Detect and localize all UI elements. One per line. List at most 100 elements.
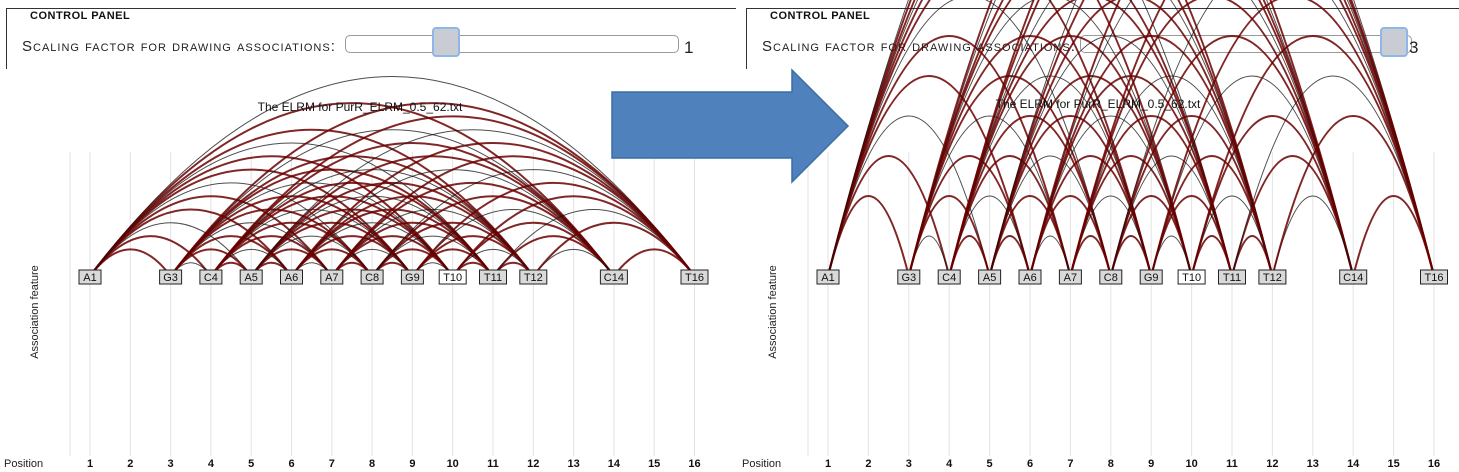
feature-box (438, 269, 467, 285)
x-tick-label: 12 (527, 458, 539, 470)
x-tick-label: 14 (608, 458, 621, 470)
after-panel: CONTROL PANEL Scaling factor for drawing… (740, 0, 1459, 472)
x-tick-label: 15 (1387, 458, 1399, 470)
feature-box (199, 269, 223, 285)
feature-label: C8 (365, 272, 379, 284)
x-tick-label: 4 (946, 458, 953, 470)
feature-box (816, 269, 840, 285)
feature-box (897, 269, 921, 285)
association-arc (1069, 0, 1435, 277)
x-tick-label: 5 (248, 458, 254, 470)
association-arc (250, 155, 615, 277)
feature-box (1177, 269, 1206, 285)
feature-box (937, 269, 961, 285)
feature-label: T12 (524, 272, 543, 284)
scaling-factor-label: Scaling factor for drawing associations: (762, 38, 1076, 55)
association-arc (907, 155, 1031, 277)
feature-label: C8 (1104, 272, 1118, 284)
association-arc (1069, 115, 1233, 277)
association-arc (1190, 115, 1355, 277)
feature-label: A5 (244, 272, 257, 284)
feature-box (400, 269, 424, 285)
feature-label: T12 (1263, 272, 1282, 284)
association-arc (948, 0, 1355, 277)
association-arc (827, 155, 951, 277)
feature-box (78, 269, 102, 285)
x-tick-label: 1 (87, 458, 93, 470)
control-panel-legend: CONTROL PANEL (27, 10, 134, 22)
x-tick-label: 16 (1428, 458, 1440, 470)
association-arc (827, 0, 1274, 277)
feature-box (1420, 269, 1448, 285)
feature-box (1058, 269, 1082, 285)
scaling-factor-slider-handle[interactable] (432, 27, 460, 57)
feature-box (239, 269, 263, 285)
x-tick-label: 1 (825, 458, 831, 470)
feature-box (1218, 269, 1246, 285)
association-arc (371, 195, 615, 277)
feature-box (280, 269, 303, 285)
feature-label: T10 (443, 272, 462, 284)
feature-label: A6 (285, 272, 298, 284)
feature-label: T16 (685, 272, 704, 284)
y-axis-label: Association feature (29, 265, 41, 359)
feature-label: C14 (604, 272, 624, 284)
association-arc (451, 195, 696, 277)
feature-label: C14 (1343, 272, 1363, 284)
feature-label: T16 (1425, 272, 1444, 284)
association-arc (89, 102, 615, 277)
x-tick-label: 8 (1108, 458, 1114, 470)
x-tick-label: 16 (688, 458, 700, 470)
chart-title: The ELRM for PurR_ELRM_0.5_62.txt (258, 100, 463, 114)
association-arc (907, 0, 1435, 277)
association-arc (89, 128, 535, 277)
association-arc (1231, 155, 1355, 277)
feature-box (360, 269, 384, 285)
x-tick-label: 8 (369, 458, 375, 470)
association-arc (1150, 155, 1274, 277)
x-tick-label: 6 (288, 458, 294, 470)
x-tick-label: 7 (1067, 458, 1073, 470)
feature-label: T11 (1223, 272, 1241, 284)
feature-box (1139, 269, 1163, 285)
association-arc (989, 0, 1435, 277)
scaling-factor-slider[interactable] (345, 35, 679, 53)
feature-label: G3 (901, 272, 916, 284)
association-arc (492, 235, 615, 277)
control-panel: CONTROL PANEL (6, 8, 736, 69)
feature-label: A6 (1023, 272, 1036, 284)
scaling-factor-slider-handle[interactable] (1380, 27, 1408, 57)
association-arc (89, 155, 454, 277)
association-arc (290, 195, 535, 277)
association-arc (210, 182, 494, 277)
feature-label: A5 (983, 272, 996, 284)
association-arc (1029, 0, 1354, 277)
x-tick-label: 11 (487, 458, 499, 470)
x-tick-label: 12 (1266, 458, 1278, 470)
x-tick-label: 3 (906, 458, 912, 470)
x-axis-label: Position (742, 458, 781, 470)
association-arc (988, 0, 1355, 277)
association-arc (331, 155, 696, 277)
association-arc (827, 35, 1072, 277)
feature-box (1339, 269, 1368, 285)
association-arc (1109, 35, 1355, 277)
feature-label: A1 (83, 272, 96, 284)
association-arc (1109, 115, 1274, 277)
x-tick-label: 3 (168, 458, 174, 470)
x-tick-label: 2 (865, 458, 871, 470)
y-axis-label: Association feature (767, 265, 779, 359)
association-arc (89, 195, 333, 277)
association-arc (907, 0, 1274, 277)
association-arc (1150, 0, 1435, 277)
x-tick-label: 6 (1027, 458, 1033, 470)
arc-group (89, 76, 696, 277)
x-tick-label: 9 (409, 458, 415, 470)
feature-box (320, 269, 344, 285)
feature-label: G3 (163, 272, 178, 284)
association-arc (948, 115, 1112, 277)
feature-label: G9 (405, 272, 420, 284)
x-tick-label: 10 (447, 458, 459, 470)
before-panel: CONTROL PANEL Scaling factor for drawing… (4, 8, 736, 470)
association-arc (1150, 75, 1354, 277)
